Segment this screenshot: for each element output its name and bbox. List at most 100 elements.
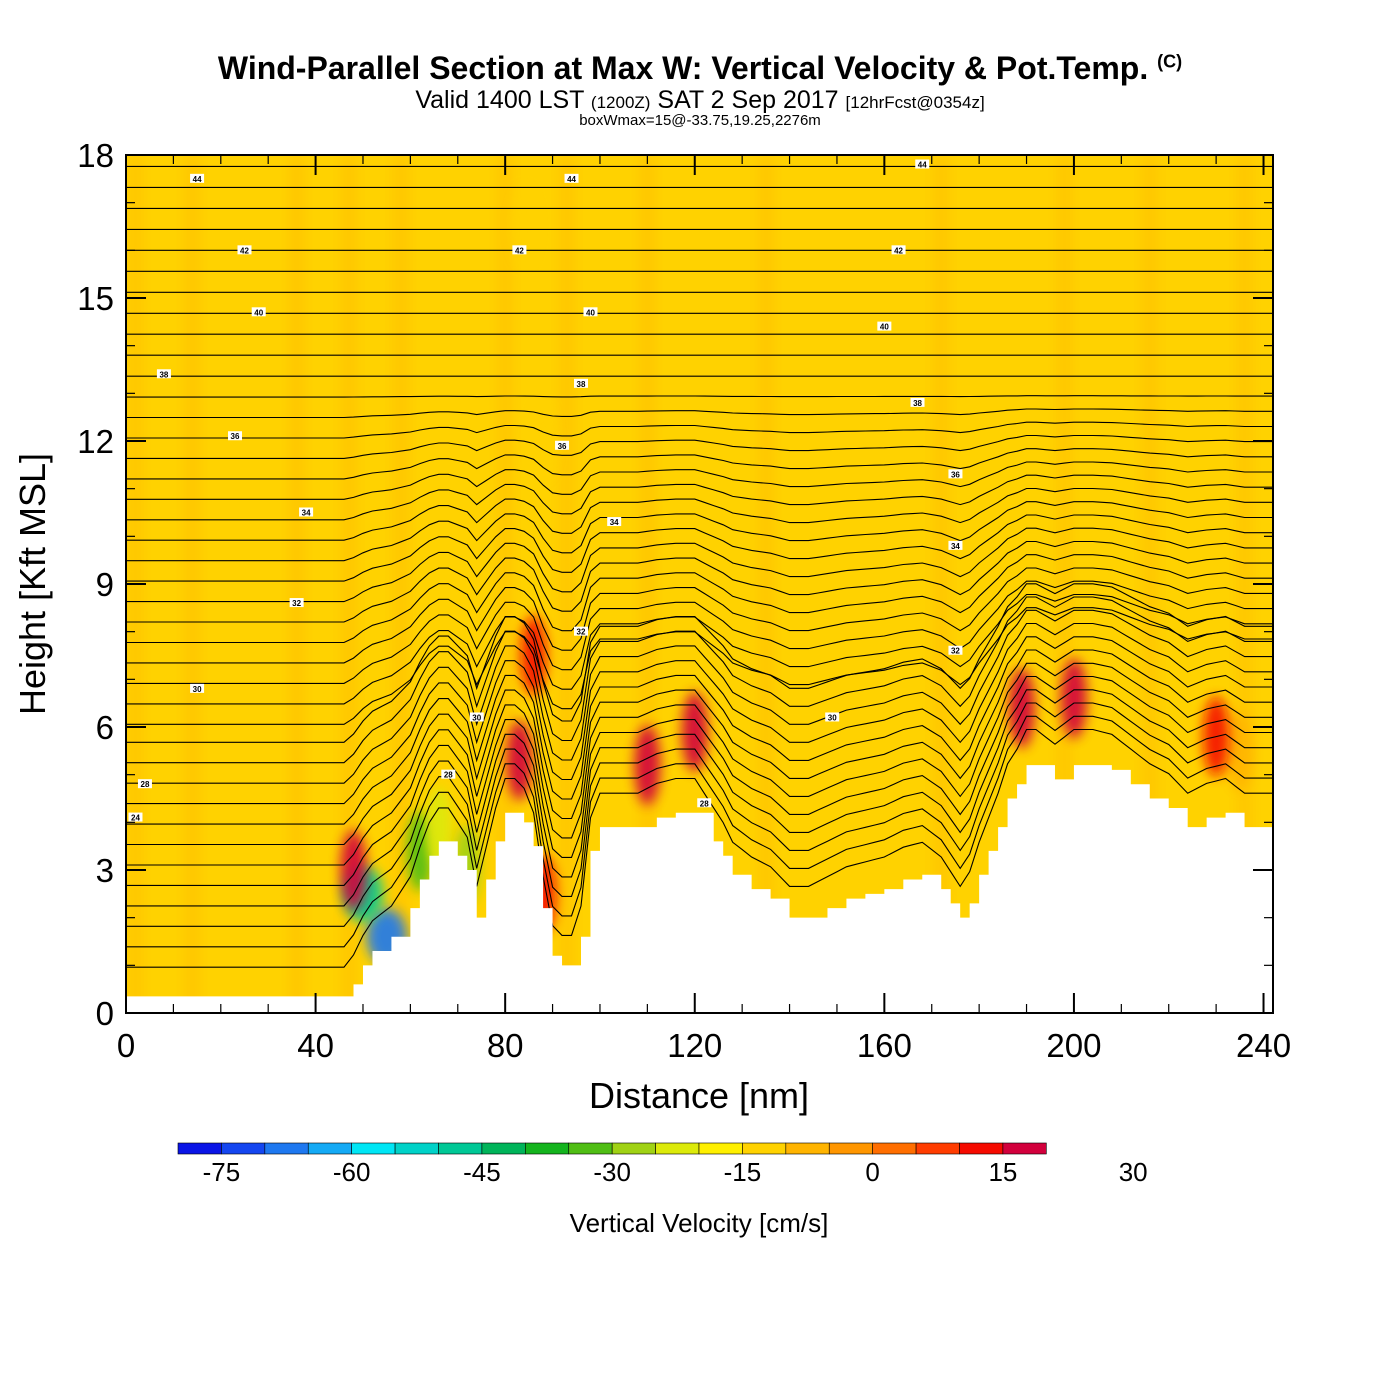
isentrope-label-bg [512, 245, 527, 255]
isentrope-label-text: 36 [231, 432, 240, 441]
colorbar-swatch [221, 1142, 266, 1155]
isentrope-label: 40 [583, 307, 598, 317]
colorbar-swatch [828, 1142, 873, 1155]
velocity-streak [392, 155, 409, 1013]
x-axis-title: Distance [nm] [589, 1075, 809, 1116]
colorbar-tick-label: 0 [865, 1157, 879, 1187]
isentrope-label: 32 [574, 626, 589, 637]
velocity-streak [558, 155, 575, 1013]
isentrope-label-bg [190, 173, 205, 183]
isentrope-label-text: 30 [828, 713, 837, 722]
isentrope-label-text: 40 [586, 308, 595, 317]
isentrope-label-bg [555, 440, 570, 450]
colorbar-swatch [481, 1142, 526, 1155]
isentrope-label-bg [228, 431, 243, 441]
isentrope-label: 38 [574, 378, 589, 389]
colorbar-swatch [438, 1142, 483, 1155]
colorbar-swatch [611, 1142, 656, 1155]
isentrope-label-bg [891, 245, 906, 255]
chart-title: Wind-Parallel Section at Max W: Vertical… [217, 50, 1183, 86]
isentrope-label: 30 [190, 683, 205, 694]
velocity-streak [933, 155, 950, 1013]
y-tick-label: 3 [96, 852, 114, 889]
isentrope-line [126, 501, 1273, 562]
colorbar-swatch [915, 1142, 960, 1155]
chart-subtitle: Valid 1400 LST (1200Z) SAT 2 Sep 2017 [1… [415, 86, 985, 114]
x-tick-label: 0 [117, 1027, 135, 1064]
velocity-streak [757, 155, 774, 1013]
isentrope-label: 42 [891, 245, 906, 255]
isentrope-label-text: 44 [567, 175, 576, 184]
isentrope-label: 28 [441, 769, 456, 780]
isentrope-label: 34 [607, 517, 622, 527]
colorbar-swatch [959, 1142, 1004, 1155]
colorbar-swatch [872, 1142, 917, 1155]
x-tick-label: 120 [667, 1027, 722, 1064]
colorbar-swatch [655, 1142, 700, 1155]
isentrope-label-bg [607, 517, 622, 527]
isentrope-label-text: 38 [159, 370, 168, 379]
x-tick-label: 40 [297, 1027, 334, 1064]
colorbar-swatch [568, 1142, 613, 1155]
colorbar-swatch [1002, 1142, 1047, 1155]
colorbar-swatch [742, 1142, 787, 1155]
isentrope-label: 34 [948, 540, 963, 551]
isentrope-line [126, 474, 1273, 521]
colorbar: -75 -60 -45 -30 -15 0 15 30 [177, 1142, 1148, 1187]
isentrope-line [126, 408, 1273, 419]
colorbar-swatch [394, 1142, 439, 1155]
isentrope-line [126, 609, 1273, 784]
colorbar-swatch [785, 1142, 830, 1155]
isentrope-label-bg [128, 812, 143, 822]
velocity-streak [340, 155, 357, 1013]
y-tick-label: 18 [77, 137, 114, 174]
isentrope-line [126, 649, 1273, 846]
isentrope-label: 42 [237, 245, 252, 255]
isentrope-line [126, 636, 1273, 825]
isentrope-line [126, 580, 1273, 684]
colorbar-swatch [264, 1142, 309, 1155]
colorbar-swatch [698, 1142, 743, 1155]
colorbar-tick-label: -15 [724, 1157, 762, 1187]
isentrope-label: 44 [915, 159, 930, 170]
isentrope-label-bg [289, 598, 304, 608]
x-tick-label: 80 [487, 1027, 524, 1064]
velocity-feature [506, 720, 533, 801]
isentrope-label-text: 42 [515, 246, 524, 255]
isentrope-line [126, 395, 1273, 398]
isentrope-label-text: 40 [254, 308, 263, 317]
isentrope-line [126, 434, 1273, 459]
colorbar-tick-label: -45 [463, 1157, 501, 1187]
isentrope-label-bg [251, 307, 266, 317]
copyright-mark: (C) [1157, 51, 1183, 72]
isentrope-label-bg [583, 307, 598, 317]
isentrope-line [126, 554, 1273, 644]
isentrope-label: 40 [251, 307, 266, 317]
isentrope-line [126, 487, 1273, 541]
isentrope-label: 24 [128, 812, 143, 823]
colorbar-tick-label: 15 [988, 1157, 1017, 1187]
isentrope-line [126, 607, 1273, 725]
isentrope-line [126, 689, 1273, 907]
isentrope-label-bg [877, 321, 892, 331]
isentrope-label-text: 44 [918, 161, 927, 170]
isentrope-label: 36 [948, 469, 963, 479]
velocity-feature [530, 401, 557, 481]
isentrope-line [126, 540, 1273, 623]
isentrope-label-text: 36 [951, 470, 960, 479]
y-tick-label: 15 [77, 280, 114, 317]
isentrope-line [126, 662, 1273, 866]
isentrope-line [126, 622, 1273, 805]
isentrope-label-bg [915, 159, 930, 169]
isentropes [126, 165, 1273, 968]
velocity-feature [681, 691, 708, 772]
isentrope-label-bg [574, 378, 589, 388]
isentrope-label-text: 28 [444, 771, 453, 780]
isentrope-line [126, 514, 1273, 582]
isentrope-label: 28 [697, 798, 712, 808]
isentrope-line [126, 728, 1273, 968]
isentrope-label-text: 34 [610, 518, 619, 527]
isentrope-label-bg [469, 712, 484, 722]
isentrope-label-bg [574, 626, 589, 636]
